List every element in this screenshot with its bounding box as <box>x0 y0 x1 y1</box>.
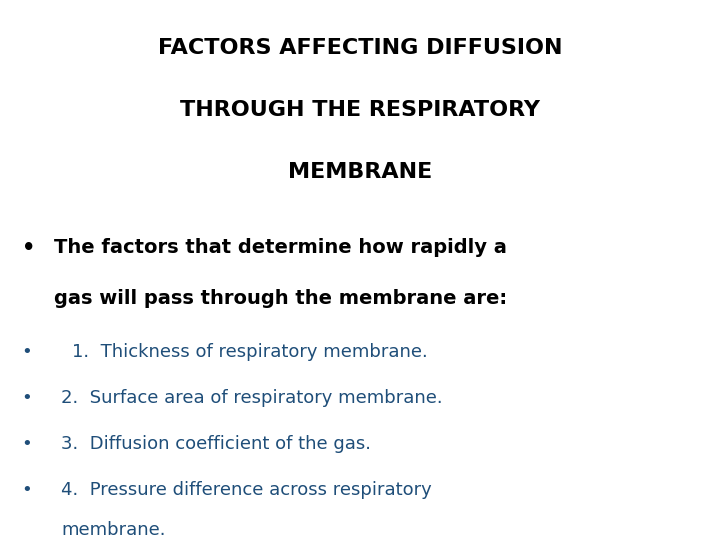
Text: THROUGH THE RESPIRATORY: THROUGH THE RESPIRATORY <box>180 100 540 120</box>
Text: 4.  Pressure difference across respiratory: 4. Pressure difference across respirator… <box>61 481 432 498</box>
Text: •: • <box>22 343 32 361</box>
Text: 2.  Surface area of respiratory membrane.: 2. Surface area of respiratory membrane. <box>61 389 443 407</box>
Text: membrane.: membrane. <box>61 521 166 539</box>
Text: MEMBRANE: MEMBRANE <box>288 162 432 182</box>
Text: 1.  Thickness of respiratory membrane.: 1. Thickness of respiratory membrane. <box>72 343 428 361</box>
Text: •: • <box>22 389 32 407</box>
Text: gas will pass through the membrane are:: gas will pass through the membrane are: <box>54 289 507 308</box>
Text: •: • <box>22 435 32 453</box>
Text: 3.  Diffusion coefficient of the gas.: 3. Diffusion coefficient of the gas. <box>61 435 372 453</box>
Text: •: • <box>22 238 35 258</box>
Text: The factors that determine how rapidly a: The factors that determine how rapidly a <box>54 238 507 256</box>
Text: •: • <box>22 481 32 498</box>
Text: FACTORS AFFECTING DIFFUSION: FACTORS AFFECTING DIFFUSION <box>158 38 562 58</box>
